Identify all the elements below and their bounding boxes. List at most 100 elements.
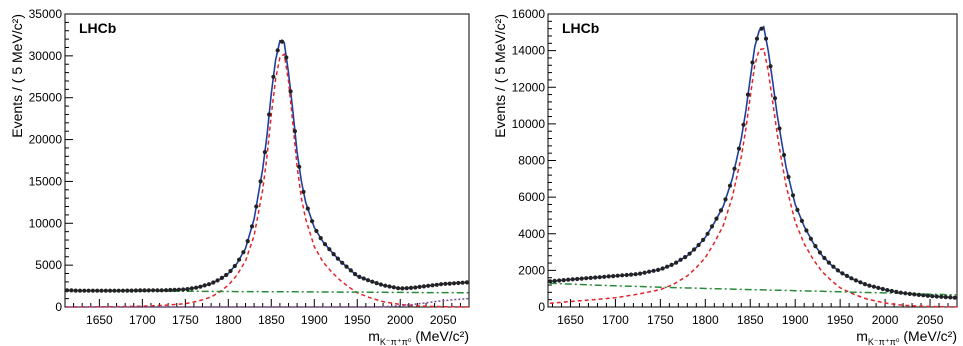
- data-point: [116, 288, 121, 293]
- data-point: [763, 36, 769, 41]
- data-point: [365, 278, 371, 283]
- data-point: [858, 280, 863, 285]
- data-point: [387, 284, 392, 289]
- data-point: [934, 294, 939, 299]
- data-point: [611, 274, 616, 279]
- data-point: [318, 236, 323, 241]
- data-point: [552, 278, 557, 283]
- x-axis-label-unit: (MeV/c²): [899, 328, 957, 344]
- experiment-label: LHCb: [79, 20, 116, 36]
- data-point: [633, 272, 638, 277]
- x-axis-label-unit: (MeV/c²): [411, 328, 469, 344]
- data-point: [439, 282, 444, 287]
- data-point: [460, 280, 465, 285]
- x-axis-label-main: m: [368, 328, 380, 344]
- data-point: [840, 271, 845, 276]
- data-point: [790, 193, 796, 198]
- y-tick-label: 10000: [29, 216, 63, 230]
- data-point: [849, 276, 854, 281]
- data-point: [804, 228, 809, 233]
- y-tick-label: 8000: [518, 154, 545, 168]
- data-point: [602, 274, 607, 279]
- data-point: [305, 206, 310, 211]
- data-point: [331, 252, 336, 257]
- data-point: [353, 272, 358, 277]
- data-point: [701, 237, 706, 242]
- data-point: [206, 282, 212, 287]
- data-point: [606, 274, 611, 279]
- data-point: [714, 216, 719, 221]
- x-tick-label: 1800: [692, 313, 719, 327]
- data-point: [138, 288, 143, 293]
- data-point: [370, 279, 375, 284]
- data-point: [678, 257, 683, 262]
- data-point: [163, 288, 169, 293]
- data-point: [103, 288, 108, 293]
- series-other-component-line: [66, 297, 470, 308]
- data-points: [548, 26, 957, 300]
- data-point: [77, 288, 83, 293]
- data-point: [267, 112, 272, 117]
- data-point: [73, 288, 78, 293]
- data-point: [799, 218, 805, 223]
- y-tick-label: 5000: [35, 258, 62, 272]
- data-point: [391, 285, 396, 290]
- data-point: [288, 89, 293, 94]
- data-point: [912, 292, 917, 297]
- data-point: [817, 250, 823, 255]
- data-point: [181, 287, 186, 292]
- x-tick-label: 1850: [258, 313, 285, 327]
- data-point: [615, 273, 620, 278]
- data-point: [674, 260, 679, 265]
- data-point: [948, 295, 953, 300]
- x-axis-label: mK⁻π⁺π⁰ (MeV/c²): [368, 328, 469, 346]
- data-point: [90, 288, 95, 293]
- data-point: [772, 96, 778, 101]
- data-point: [224, 272, 229, 278]
- chart-panel-1: 0 5000 10000 15000 20000 25000 30000 35000 1650 1…: [9, 7, 470, 346]
- data-point: [464, 280, 469, 285]
- data-point: [443, 281, 448, 286]
- data-point: [95, 288, 100, 293]
- chart-panel-2: 0 2000 4000 6000 8000 10000 12000 14000 16000 165…: [492, 7, 958, 346]
- data-point: [750, 60, 755, 65]
- series-total-fit-line: [549, 25, 958, 299]
- data-point: [168, 287, 173, 293]
- data-point: [593, 275, 598, 280]
- x-tick-label: 1750: [172, 313, 199, 327]
- data-point: [759, 26, 764, 31]
- data-point: [952, 295, 957, 300]
- data-point: [198, 284, 203, 289]
- data-point: [361, 276, 366, 281]
- data-point: [781, 152, 787, 158]
- data-point: [808, 236, 814, 241]
- y-tick-label: 15000: [29, 174, 63, 188]
- data-point: [86, 288, 91, 293]
- data-point: [404, 286, 409, 291]
- data-point: [297, 164, 302, 169]
- x-axis-label-sub: K⁻π⁺π⁰: [868, 337, 900, 346]
- data-point: [683, 255, 688, 260]
- data-point: [172, 287, 177, 292]
- data-point: [249, 224, 255, 229]
- data-point: [279, 39, 285, 44]
- y-tick-label: 12000: [512, 80, 546, 94]
- plot-frame: [64, 13, 470, 308]
- data-point: [705, 231, 710, 236]
- data-point: [374, 281, 379, 286]
- data-point: [862, 282, 868, 287]
- experiment-label: LHCb: [562, 20, 599, 36]
- data-point: [65, 288, 70, 293]
- data-point: [322, 242, 328, 247]
- data-point: [413, 285, 418, 290]
- data-point: [727, 183, 733, 188]
- data-point: [786, 174, 791, 180]
- data-points: [65, 39, 469, 293]
- data-point: [651, 268, 656, 273]
- data-point: [228, 268, 233, 274]
- data-point: [378, 282, 383, 287]
- data-point: [669, 262, 674, 267]
- data-point: [835, 268, 841, 273]
- data-point: [557, 278, 562, 283]
